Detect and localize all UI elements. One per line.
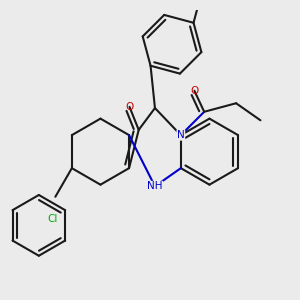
Text: NH: NH [147, 181, 163, 191]
Text: O: O [190, 86, 199, 96]
Text: N: N [177, 130, 185, 140]
Text: O: O [125, 102, 134, 112]
Text: Cl: Cl [48, 214, 58, 224]
